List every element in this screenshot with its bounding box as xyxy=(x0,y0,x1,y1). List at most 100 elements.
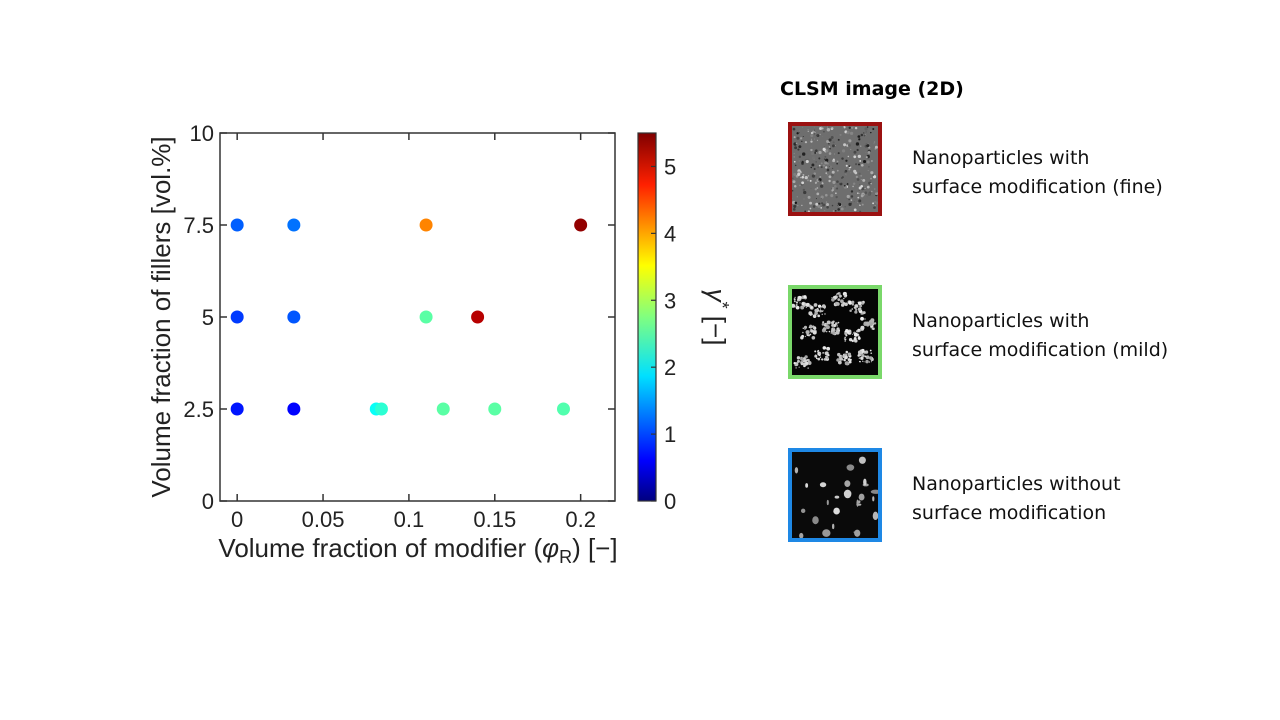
texture-speck xyxy=(832,158,835,161)
texture-speck xyxy=(821,135,824,138)
texture-speck xyxy=(809,333,812,336)
texture-speck xyxy=(805,330,810,335)
x-axis-title: Volume fraction of modifier (φR) [−] xyxy=(218,533,617,567)
texture-speck xyxy=(845,350,849,354)
texture-speck xyxy=(832,141,835,144)
scatter-point xyxy=(471,310,485,324)
texture-speck xyxy=(849,331,852,334)
texture-speck xyxy=(804,359,808,363)
scatter-point xyxy=(230,310,244,324)
texture-speck xyxy=(821,313,823,316)
texture-speck xyxy=(819,309,822,313)
texture-speck xyxy=(826,203,830,207)
texture-speck xyxy=(824,161,828,165)
texture-particle xyxy=(872,511,878,521)
texture-particle xyxy=(833,507,840,515)
texture-speck xyxy=(828,138,832,142)
texture-speck xyxy=(845,173,847,175)
texture-speck xyxy=(820,162,823,165)
texture-speck xyxy=(793,156,796,158)
texture-speck xyxy=(856,329,859,333)
texture-speck xyxy=(850,172,852,174)
texture-speck xyxy=(815,198,817,200)
texture-speck xyxy=(847,352,852,357)
texture-speck xyxy=(858,172,861,175)
texture-speck xyxy=(796,183,800,186)
texture-speck xyxy=(858,357,861,359)
texture-speck xyxy=(872,202,875,205)
texture-speck xyxy=(792,303,796,308)
texture-speck xyxy=(867,192,871,196)
texture-speck xyxy=(874,322,876,324)
texture-speck xyxy=(847,143,851,147)
texture-speck xyxy=(855,142,860,146)
texture-speck xyxy=(805,306,807,308)
scatter-point xyxy=(419,218,433,232)
texture-speck xyxy=(817,314,821,318)
texture-speck xyxy=(824,155,827,158)
texture-speck xyxy=(792,180,796,184)
texture-speck xyxy=(836,327,838,330)
texture-speck xyxy=(859,138,861,139)
texture-speck xyxy=(853,201,855,203)
texture-speck xyxy=(845,182,847,185)
texture-speck xyxy=(859,210,862,212)
texture-speck xyxy=(857,307,862,312)
texture-speck xyxy=(832,180,836,185)
texture-speck xyxy=(800,362,804,366)
texture-speck xyxy=(857,350,863,355)
texture-speck xyxy=(793,361,796,365)
colorbar-title: γ* [−] xyxy=(701,289,732,346)
texture-speck xyxy=(800,305,805,310)
texture-speck xyxy=(860,163,864,167)
texture-speck xyxy=(814,312,816,314)
texture-speck xyxy=(814,178,816,179)
texture-speck xyxy=(844,336,846,339)
texture-speck xyxy=(816,139,819,141)
clsm-image-mild xyxy=(788,285,882,379)
texture-speck xyxy=(845,159,848,162)
texture-speck xyxy=(809,188,811,190)
texture-speck xyxy=(819,352,822,355)
texture-speck xyxy=(831,297,833,299)
texture-speck xyxy=(828,152,832,155)
texture-speck xyxy=(858,330,861,332)
texture-speck xyxy=(822,164,825,167)
texture-speck xyxy=(871,327,875,330)
texture-speck xyxy=(801,358,804,362)
texture-speck xyxy=(845,334,848,337)
texture-speck xyxy=(823,146,826,148)
texture-speck xyxy=(817,166,819,169)
texture-speck xyxy=(799,176,802,179)
texture-speck xyxy=(801,175,805,179)
texture-speck xyxy=(866,160,870,164)
texture-speck xyxy=(814,308,818,313)
colorbar: 0 1 2 3 4 5 xyxy=(637,132,676,514)
texture-speck xyxy=(811,163,815,167)
texture-speck xyxy=(805,159,809,164)
legend-item-coarse: Nanoparticles without surface modificati… xyxy=(788,448,1228,550)
texture-speck xyxy=(837,292,839,295)
texture-speck xyxy=(866,126,869,128)
texture-speck xyxy=(832,167,834,169)
texture-speck xyxy=(863,188,865,190)
texture-particle xyxy=(805,483,809,488)
texture-speck xyxy=(822,327,827,331)
texture-speck xyxy=(807,130,809,133)
texture-speck xyxy=(849,358,852,361)
texture-speck xyxy=(825,201,828,203)
texture-speck xyxy=(808,311,813,316)
texture-speck xyxy=(802,188,806,192)
texture-speck xyxy=(804,355,808,359)
texture-particle xyxy=(846,464,855,471)
texture-speck xyxy=(807,367,809,369)
colorbar-tick-label: 1 xyxy=(664,422,676,447)
texture-speck xyxy=(813,126,816,129)
texture-speck xyxy=(807,175,810,177)
texture-speck xyxy=(831,323,835,327)
texture-speck xyxy=(825,355,828,359)
texture-speck xyxy=(802,331,804,334)
colorbar-tick-label: 5 xyxy=(664,154,676,179)
texture-speck xyxy=(867,151,871,154)
texture-speck xyxy=(869,322,873,326)
